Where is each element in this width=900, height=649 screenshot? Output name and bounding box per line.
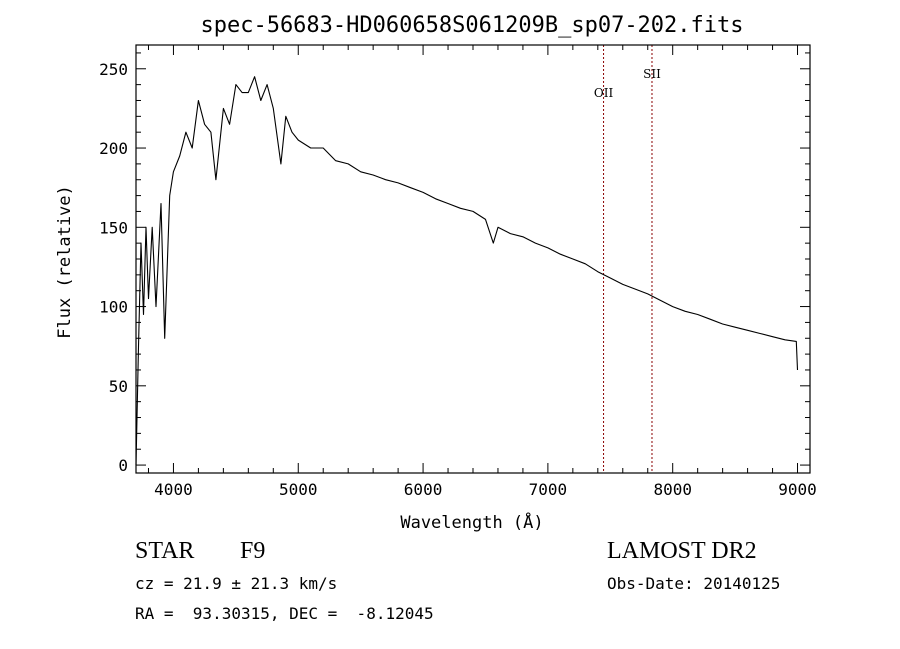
y-tick-label: 50 xyxy=(109,377,128,396)
y-tick-label: 100 xyxy=(99,298,128,317)
object-type: STAR xyxy=(135,538,195,564)
x-tick-label: 4000 xyxy=(154,480,193,499)
y-tick-label: 150 xyxy=(99,218,128,237)
x-tick-label: 5000 xyxy=(279,480,318,499)
y-axis-label: Flux (relative) xyxy=(55,185,75,339)
spectral-line-markers: OII SII xyxy=(594,45,661,473)
spectral-line-label: SII xyxy=(643,67,661,81)
plot-frame xyxy=(135,44,811,474)
obs-date: Obs-Date: 20140125 xyxy=(607,574,781,593)
survey-label: LAMOST DR2 xyxy=(607,538,757,564)
chart-title: spec-56683-HD060658S061209B_sp07-202.fit… xyxy=(200,13,743,38)
y-tick-label: 0 xyxy=(118,456,128,475)
x-axis-label: Wavelength (Å) xyxy=(400,511,543,533)
x-tick-label: 7000 xyxy=(529,480,568,499)
redshift-cz: cz = 21.9 ± 21.3 km/s xyxy=(135,574,338,593)
coordinates: RA = 93.30315, DEC = -8.12045 xyxy=(135,604,434,623)
spectrum-line xyxy=(135,76,799,466)
x-tick-label: 6000 xyxy=(404,480,443,499)
y-axis: 0 50 100 150 200 250 xyxy=(99,52,810,475)
y-tick-label: 250 xyxy=(99,60,128,79)
x-axis: 4000 5000 6000 7000 8000 9000 xyxy=(147,45,817,499)
y-tick-label: 200 xyxy=(99,139,128,158)
x-tick-label: 8000 xyxy=(653,480,692,499)
subclass: F9 xyxy=(240,538,266,564)
spectral-line-label: OII xyxy=(594,86,614,100)
x-tick-label: 9000 xyxy=(778,480,817,499)
